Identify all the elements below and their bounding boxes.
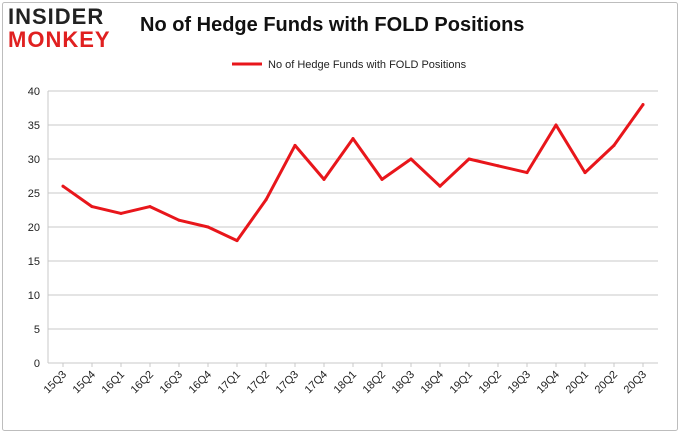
data-point-17Q3 [293,143,297,147]
data-point-19Q4 [554,123,558,127]
logo-line-1: INSIDER [8,4,105,29]
x-tick-label-17Q1: 17Q1 [216,369,244,397]
chart-title: No of Hedge Funds with FOLD Positions [140,14,525,36]
x-tick-label-20Q3: 20Q3 [622,369,650,397]
data-point-17Q1 [235,239,239,243]
data-point-20Q2 [612,143,616,147]
x-tick-label-16Q4: 16Q4 [187,369,215,397]
y-tick-label-35: 35 [28,120,40,132]
y-tick-label-0: 0 [34,358,40,370]
x-tick-label-17Q3: 17Q3 [274,369,302,397]
data-point-19Q1 [467,157,471,161]
data-point-18Q3 [409,157,413,161]
x-tick-label-18Q2: 18Q2 [361,369,389,397]
x-tick-label-19Q1: 19Q1 [448,369,476,397]
x-tick-label-16Q1: 16Q1 [100,369,128,397]
data-point-18Q1 [351,137,355,141]
y-tick-label-15: 15 [28,256,40,268]
x-tick-label-16Q3: 16Q3 [158,369,186,397]
x-tick-label-19Q4: 19Q4 [535,369,563,397]
legend-label: No of Hedge Funds with FOLD Positions [268,59,467,71]
x-tick-label-20Q2: 20Q2 [593,369,621,397]
data-point-19Q2 [496,164,500,168]
x-tick-label-20Q1: 20Q1 [564,369,592,397]
y-tick-label-20: 20 [28,222,40,234]
x-tick-label-16Q2: 16Q2 [129,369,157,397]
data-point-15Q3 [61,184,65,188]
data-point-18Q4 [438,184,442,188]
data-point-19Q3 [525,171,529,175]
y-tick-label-25: 25 [28,188,40,200]
logo-line-2: MONKEY [8,27,111,52]
x-tick-label-18Q3: 18Q3 [390,369,418,397]
data-point-15Q4 [90,205,94,209]
y-tick-label-5: 5 [34,324,40,336]
data-point-16Q2 [148,205,152,209]
data-point-16Q1 [119,211,123,215]
y-tick-label-30: 30 [28,154,40,166]
x-tick-label-18Q4: 18Q4 [419,369,447,397]
y-tick-label-10: 10 [28,290,40,302]
x-tick-label-17Q4: 17Q4 [303,369,331,397]
data-point-17Q2 [264,198,268,202]
data-point-18Q2 [380,177,384,181]
data-point-16Q4 [206,225,210,229]
x-tick-label-19Q3: 19Q3 [506,369,534,397]
x-tick-label-18Q1: 18Q1 [332,369,360,397]
data-point-16Q3 [177,218,181,222]
data-point-17Q4 [322,177,326,181]
x-tick-label-15Q3: 15Q3 [42,369,70,397]
x-tick-label-19Q2: 19Q2 [477,369,505,397]
y-tick-label-40: 40 [28,86,40,98]
insider-monkey-logo: INSIDER MONKEY [8,6,128,54]
x-tick-label-15Q4: 15Q4 [71,369,99,397]
data-point-20Q3 [641,103,645,107]
x-tick-label-17Q2: 17Q2 [245,369,273,397]
data-point-20Q1 [583,171,587,175]
